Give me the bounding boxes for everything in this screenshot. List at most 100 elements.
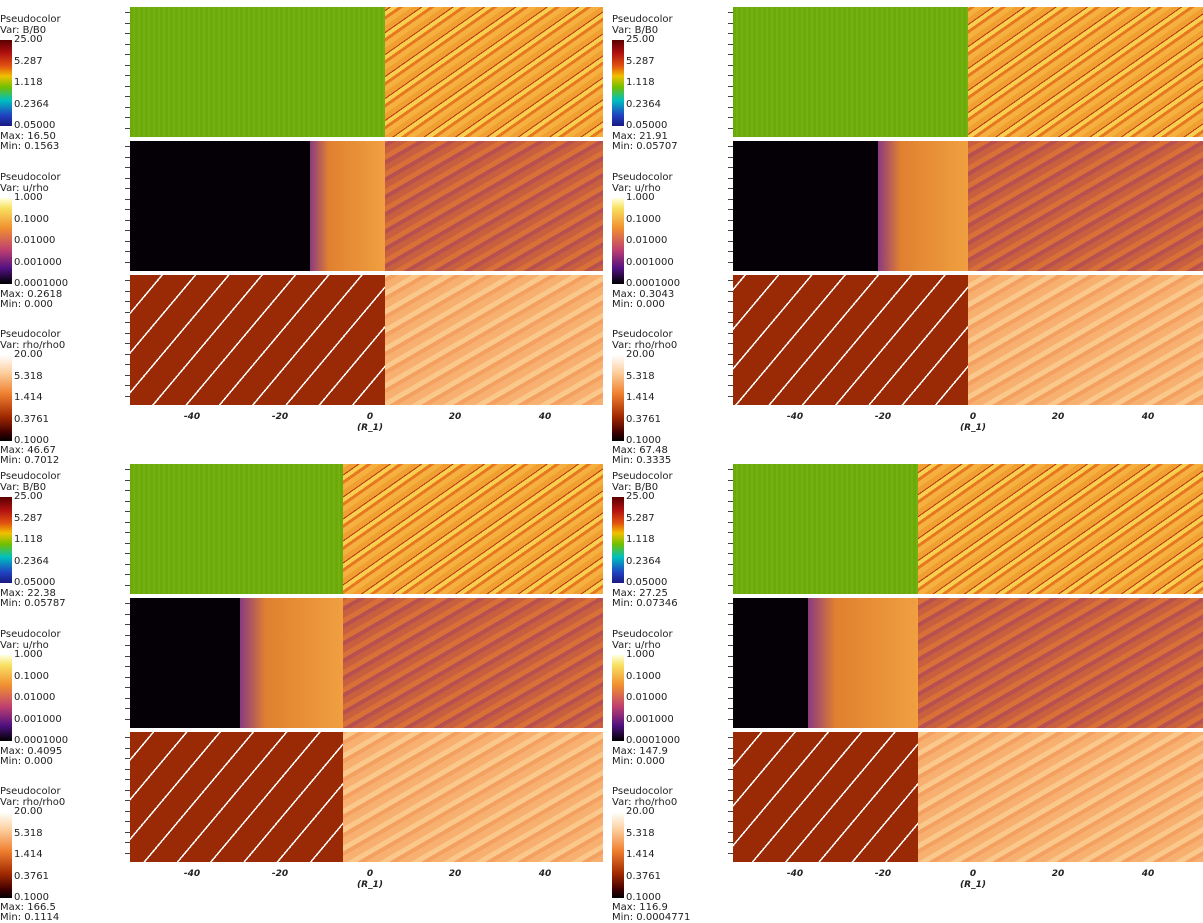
legend-tick: 0.01000 [14, 236, 55, 246]
color-bar [0, 655, 12, 741]
field [968, 7, 1203, 137]
y-tick-mark [728, 230, 733, 231]
legend-tick: 20.00 [626, 350, 655, 360]
y-tick-mark [125, 635, 130, 636]
plot-strip [733, 141, 1203, 271]
y-tick-mark [728, 23, 733, 24]
legend-tick: 0.1000 [14, 215, 49, 225]
y-tick-mark [125, 107, 130, 108]
legend-title: Pseudocolor [612, 14, 673, 25]
legend-tick: 0.05000 [14, 121, 55, 131]
y-tick-mark [125, 65, 130, 66]
color-bar [612, 198, 624, 284]
y-tick-mark [125, 532, 130, 533]
field [343, 464, 603, 594]
field [733, 275, 968, 405]
plot-strip [130, 732, 603, 862]
y-tick-mark [125, 396, 130, 397]
y-tick-mark [728, 585, 733, 586]
field [918, 464, 1203, 594]
x-tick-label: -20 [272, 869, 288, 879]
x-axis-label: (R_1) [960, 423, 986, 433]
y-tick-mark [125, 719, 130, 720]
y-tick-mark [728, 624, 733, 625]
y-tick-mark [125, 737, 130, 738]
y-tick-mark [728, 322, 733, 323]
legend-title: Pseudocolor [0, 471, 61, 482]
x-tick-label: -40 [184, 869, 200, 879]
legend-tick: 0.1000 [626, 672, 661, 682]
legend-tick: 0.2364 [14, 100, 49, 110]
legend-tick: 25.00 [14, 35, 43, 45]
y-tick-mark [728, 748, 733, 749]
y-tick-mark [125, 385, 130, 386]
y-tick-mark [125, 656, 130, 657]
legend-title: Pseudocolor [0, 172, 61, 183]
y-tick-mark [125, 708, 130, 709]
legend-tick: 0.2364 [626, 557, 661, 567]
plot-strip [733, 464, 1203, 594]
legend-tick: 0.0001000 [14, 279, 68, 289]
y-tick-mark [728, 469, 733, 470]
legend-tick: 1.414 [626, 850, 655, 860]
y-tick-mark [728, 251, 733, 252]
legend-min: Min: 0.7012 [0, 455, 59, 466]
y-tick-mark [125, 687, 130, 688]
field [733, 7, 968, 137]
y-tick-mark [728, 687, 733, 688]
y-tick-mark [728, 96, 733, 97]
y-tick-mark [125, 543, 130, 544]
x-tick-label: -40 [787, 412, 803, 422]
x-tick-label: -20 [272, 412, 288, 422]
legend-tick: 0.001000 [14, 258, 62, 268]
field [968, 141, 1203, 271]
x-tick-label: -40 [787, 869, 803, 879]
y-tick-mark [728, 178, 733, 179]
legend-tick: 1.000 [626, 650, 655, 660]
x-tick-label: 40 [1142, 412, 1155, 422]
legend-tick: 5.287 [14, 57, 43, 67]
y-tick-mark [728, 220, 733, 221]
color-bar [612, 812, 624, 898]
legend-tick: 1.118 [14, 78, 43, 88]
legend-tick: 0.001000 [626, 715, 674, 725]
y-tick-mark [728, 209, 733, 210]
field [733, 598, 808, 728]
x-tick-label: 20 [449, 869, 462, 879]
y-tick-mark [728, 574, 733, 575]
y-tick-mark [125, 645, 130, 646]
field [385, 7, 603, 137]
plot-strip [130, 275, 603, 405]
legend-tick: 1.118 [626, 535, 655, 545]
y-tick-mark [125, 511, 130, 512]
legend-tick: 5.287 [626, 57, 655, 67]
y-tick-mark [125, 748, 130, 749]
y-tick-mark [728, 375, 733, 376]
y-tick-mark [125, 301, 130, 302]
y-tick-mark [125, 12, 130, 13]
y-tick-mark [125, 44, 130, 45]
y-tick-mark [728, 811, 733, 812]
y-tick-mark [728, 708, 733, 709]
y-tick-mark [728, 821, 733, 822]
y-tick-mark [125, 564, 130, 565]
legend-tick: 0.2364 [626, 100, 661, 110]
y-tick-mark [125, 603, 130, 604]
x-tick-label: -20 [875, 869, 891, 879]
legend-tick: 1.414 [14, 850, 43, 860]
legend-tick: 0.3761 [14, 415, 49, 425]
plot-strip [130, 598, 603, 728]
y-tick-mark [125, 790, 130, 791]
y-tick-mark [728, 553, 733, 554]
y-tick-mark [125, 220, 130, 221]
y-tick-mark [728, 167, 733, 168]
y-tick-mark [728, 698, 733, 699]
legend-tick: 5.287 [14, 514, 43, 524]
y-tick-mark [728, 280, 733, 281]
x-tick-label: 0 [367, 412, 373, 422]
y-tick-mark [125, 354, 130, 355]
y-tick-mark [125, 262, 130, 263]
y-tick-mark [125, 666, 130, 667]
y-tick-mark [125, 469, 130, 470]
x-tick-label: 40 [1142, 869, 1155, 879]
